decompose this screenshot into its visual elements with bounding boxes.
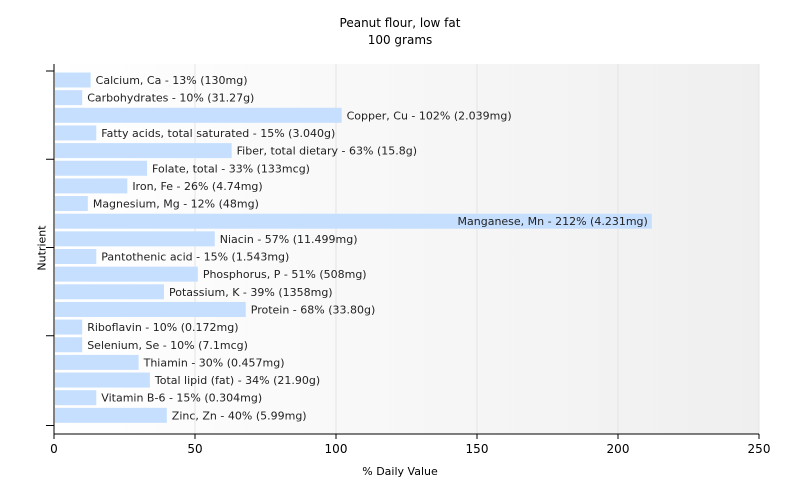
x-tick-label: 250 xyxy=(748,442,771,456)
bar-label: Phosphorus, P - 51% (508mg) xyxy=(203,268,367,281)
bar xyxy=(55,178,128,194)
bar-label: Selenium, Se - 10% (7.1mcg) xyxy=(87,339,248,352)
axes xyxy=(53,64,759,435)
bar-label: Thiamin - 30% (0.457mg) xyxy=(143,356,285,369)
bar xyxy=(55,354,139,370)
bar xyxy=(55,372,150,388)
bar-label: Fiber, total dietary - 63% (15.8g) xyxy=(237,145,417,158)
bar-label: Iron, Fe - 26% (4.74mg) xyxy=(132,180,262,193)
bars: Calcium, Ca - 13% (130mg) Carbohydrates -… xyxy=(55,72,652,423)
bar-label: Copper, Cu - 102% (2.039mg) xyxy=(347,109,512,122)
x-ticks: 0 50 100 150 200 250 xyxy=(50,434,770,456)
bar xyxy=(55,407,167,423)
x-tick-label: 150 xyxy=(466,442,489,456)
bar-label: Riboflavin - 10% (0.172mg) xyxy=(87,321,238,334)
bar xyxy=(55,266,198,282)
bar-label: Carbohydrates - 10% (31.27g) xyxy=(87,92,254,105)
plot-area xyxy=(54,64,759,434)
x-axis-title: % Daily Value xyxy=(362,465,438,478)
x-tick-label: 0 xyxy=(50,442,58,456)
bar-label: Zinc, Zn - 40% (5.99mg) xyxy=(172,409,307,422)
bar xyxy=(55,196,88,212)
bar xyxy=(55,337,83,353)
chart-title-block: Peanut flour, low fat 100 grams xyxy=(0,15,800,49)
x-tick-label: 100 xyxy=(325,442,348,456)
bar xyxy=(55,284,164,300)
bar xyxy=(55,390,97,406)
bar xyxy=(55,319,83,335)
y-axis-title: Nutrient xyxy=(35,225,49,271)
y-ticks xyxy=(46,70,54,426)
bar-label: Pantothenic acid - 15% (1.543mg) xyxy=(101,251,289,264)
bar xyxy=(55,249,97,264)
bar xyxy=(55,213,652,229)
chart-title: Peanut flour, low fat xyxy=(339,16,461,30)
bar-label: Folate, total - 33% (133mcg) xyxy=(152,162,310,175)
bar-label: Total lipid (fat) - 34% (21.90g) xyxy=(154,374,320,387)
x-tick-label: 200 xyxy=(607,442,630,456)
bar-label: Manganese, Mn - 212% (4.231mg) xyxy=(458,215,648,228)
grid-lines xyxy=(194,64,760,434)
bar-label: Vitamin B-6 - 15% (0.304mg) xyxy=(101,392,262,405)
bar xyxy=(55,90,83,106)
bar xyxy=(55,160,148,176)
bar xyxy=(55,72,91,88)
chart-subtitle: 100 grams xyxy=(367,33,433,47)
bar-label: Niacin - 57% (11.499mg) xyxy=(220,233,358,246)
bar-label: Potassium, K - 39% (1358mg) xyxy=(169,286,333,299)
bar-label: Fatty acids, total saturated - 15% (3.04… xyxy=(101,127,335,140)
bar-label: Magnesium, Mg - 12% (48mg) xyxy=(93,198,259,211)
bar-label: Protein - 68% (33.80g) xyxy=(251,303,376,316)
bar xyxy=(55,231,215,247)
bar-label: Calcium, Ca - 13% (130mg) xyxy=(96,74,248,87)
bar xyxy=(55,125,97,141)
bar xyxy=(55,107,342,123)
bar xyxy=(55,143,232,159)
x-tick-label: 50 xyxy=(187,442,202,456)
bar xyxy=(55,301,246,317)
